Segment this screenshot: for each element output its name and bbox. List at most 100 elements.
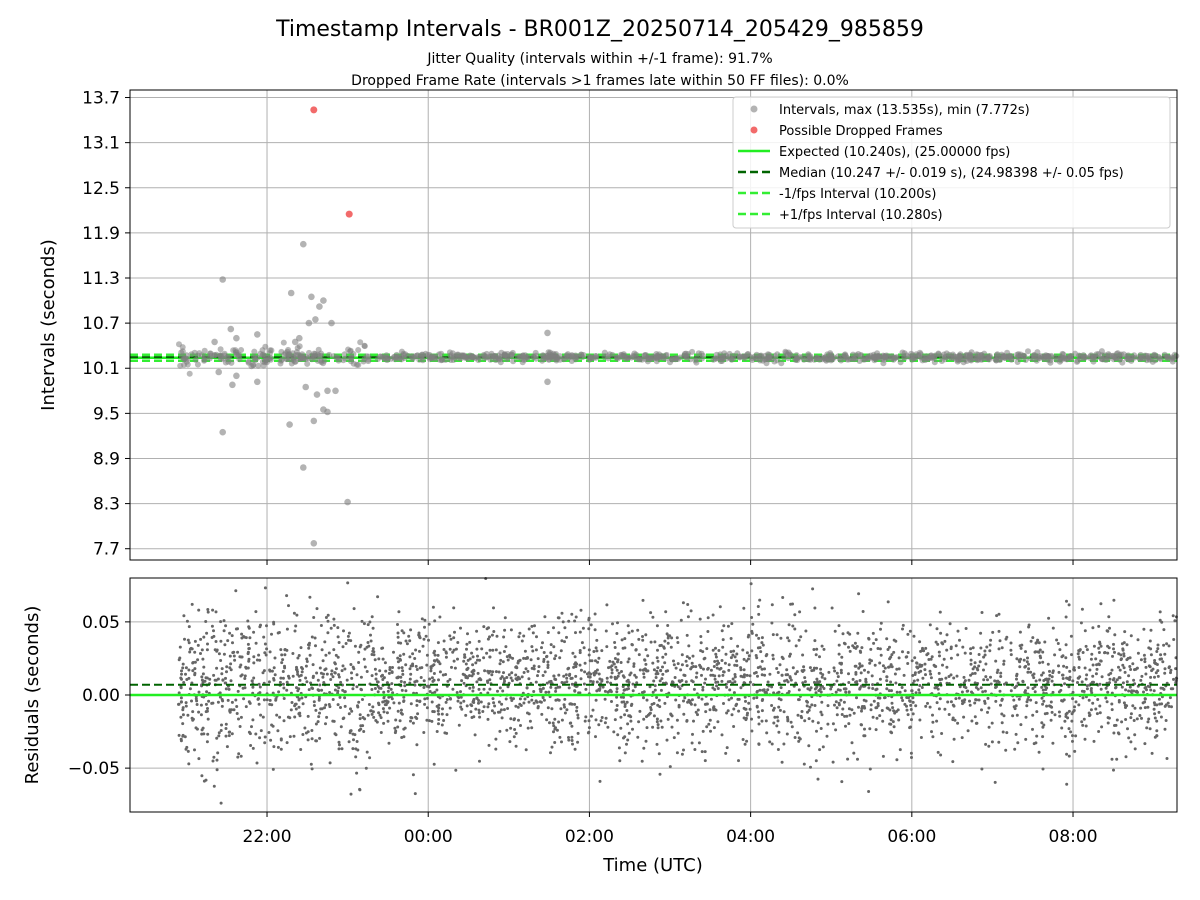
residual-point xyxy=(225,670,228,674)
residual-point xyxy=(895,667,899,671)
residual-point xyxy=(844,724,847,728)
residual-point xyxy=(674,666,678,670)
residual-point xyxy=(191,710,195,714)
interval-point xyxy=(778,360,785,367)
residual-point xyxy=(305,657,309,661)
residual-point xyxy=(229,662,233,666)
residual-point xyxy=(1110,702,1114,706)
residual-point xyxy=(1112,677,1116,681)
residual-point xyxy=(339,680,343,684)
residual-point xyxy=(735,659,739,663)
residual-point xyxy=(1085,648,1089,652)
residual-point xyxy=(1110,757,1114,761)
residual-point xyxy=(840,780,844,784)
residual-point xyxy=(264,653,268,657)
interval-point xyxy=(385,355,392,362)
residual-point xyxy=(258,685,262,689)
residual-point xyxy=(930,730,933,734)
residual-point xyxy=(1124,718,1128,721)
residual-point xyxy=(1156,647,1160,651)
residual-point xyxy=(883,696,887,699)
residual-point xyxy=(876,696,880,700)
residual-point xyxy=(984,662,988,666)
residual-point xyxy=(382,721,386,725)
residual-point xyxy=(360,688,363,692)
residual-point xyxy=(892,709,896,713)
residual-point xyxy=(622,675,626,679)
residual-point xyxy=(453,666,457,670)
residual-point xyxy=(1005,731,1009,735)
residual-point xyxy=(541,674,545,677)
residual-point xyxy=(1133,706,1137,710)
residual-point xyxy=(545,681,549,685)
residual-point xyxy=(1080,680,1084,684)
residual-point xyxy=(989,682,993,686)
interval-point xyxy=(469,354,476,361)
residual-point xyxy=(984,675,988,679)
residual-point xyxy=(304,731,308,735)
residual-point xyxy=(913,656,917,660)
residual-point xyxy=(929,657,933,661)
residual-point xyxy=(200,648,204,652)
residual-point xyxy=(180,669,183,673)
residual-point xyxy=(546,706,550,710)
residual-point xyxy=(770,603,774,607)
interval-point xyxy=(255,362,262,369)
interval-point xyxy=(756,353,763,359)
residual-point xyxy=(1029,698,1033,702)
residual-point xyxy=(799,714,803,718)
interval-point xyxy=(308,353,315,359)
residual-point xyxy=(706,666,710,670)
residual-point xyxy=(576,731,580,735)
residual-point xyxy=(1133,747,1137,751)
residual-point xyxy=(603,689,607,693)
residual-point xyxy=(184,704,188,708)
residual-point xyxy=(362,622,366,626)
residual-point xyxy=(422,686,426,689)
residual-point xyxy=(330,672,333,676)
residual-point xyxy=(445,698,449,701)
residual-point xyxy=(523,697,527,701)
residual-point xyxy=(739,686,743,690)
residual-point xyxy=(363,647,367,651)
residual-point xyxy=(432,651,436,655)
residual-point xyxy=(573,689,577,693)
interval-point xyxy=(1076,352,1082,359)
residual-point xyxy=(994,685,998,689)
residual-point xyxy=(413,657,417,660)
residual-point xyxy=(477,639,481,643)
residual-point xyxy=(691,654,695,658)
residual-point xyxy=(286,715,290,719)
interval-point xyxy=(268,347,275,354)
residual-point xyxy=(886,600,890,604)
residual-point xyxy=(1063,735,1067,738)
residual-point xyxy=(492,606,495,610)
residual-point xyxy=(365,645,369,649)
residual-point xyxy=(860,709,863,713)
residual-point xyxy=(1051,741,1055,745)
residual-point xyxy=(1139,658,1143,662)
residual-point xyxy=(1059,688,1063,692)
residual-point xyxy=(366,713,370,717)
residual-point xyxy=(851,644,855,648)
residual-point xyxy=(905,708,909,712)
residual-point xyxy=(534,648,538,652)
residual-point xyxy=(371,710,375,714)
residual-point xyxy=(1094,707,1098,711)
residual-point xyxy=(655,696,659,699)
residual-point xyxy=(910,756,913,759)
residual-point xyxy=(1127,736,1131,740)
residual-point xyxy=(664,610,668,614)
residual-point xyxy=(1094,672,1098,676)
residual-point xyxy=(735,652,739,656)
residual-point xyxy=(179,685,183,689)
residual-point xyxy=(219,639,223,643)
residual-point xyxy=(1147,717,1151,721)
residual-point xyxy=(786,680,790,684)
residual-point xyxy=(651,661,655,665)
residual-point xyxy=(463,655,467,659)
residual-point xyxy=(278,680,282,684)
residual-point xyxy=(1041,650,1045,654)
residual-point xyxy=(598,688,601,692)
residual-point xyxy=(337,686,341,690)
